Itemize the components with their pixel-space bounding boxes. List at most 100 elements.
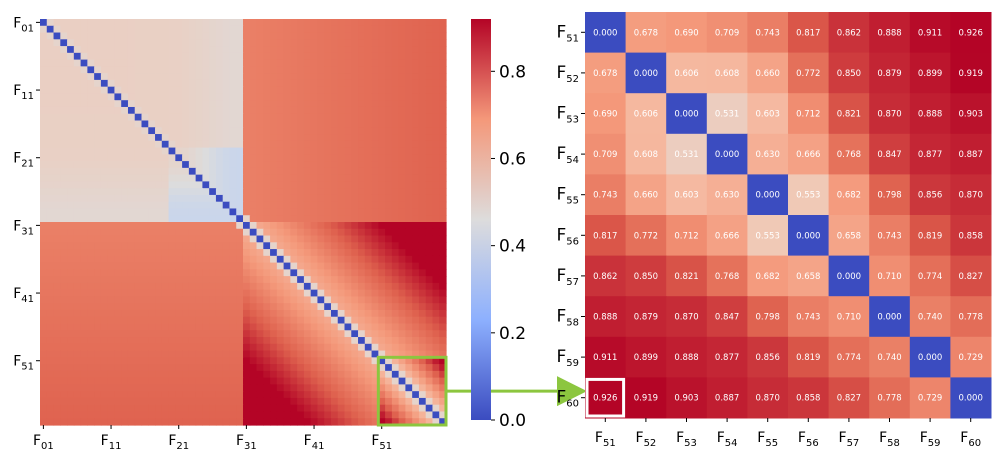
heatmap-cell bbox=[94, 201, 102, 210]
heatmap-cell bbox=[107, 296, 116, 304]
heatmap-cell bbox=[283, 397, 291, 406]
heatmap-cell bbox=[256, 167, 264, 176]
heatmap-cell bbox=[385, 161, 393, 169]
heatmap-cell bbox=[127, 222, 136, 230]
heatmap-cell bbox=[317, 127, 325, 135]
heatmap-cell bbox=[182, 167, 190, 176]
heatmap-cell bbox=[175, 323, 183, 331]
heatmap-cell bbox=[161, 208, 170, 216]
heatmap-cell bbox=[425, 86, 434, 95]
heatmap-cell bbox=[60, 52, 68, 61]
heatmap-cell bbox=[337, 46, 346, 54]
heatmap-cell bbox=[283, 316, 291, 325]
heatmap-cell bbox=[249, 59, 258, 67]
heatmap-cell bbox=[114, 337, 122, 345]
heatmap-cell bbox=[391, 323, 400, 331]
heatmap-cell bbox=[425, 357, 434, 365]
heatmap-cell bbox=[80, 269, 88, 277]
heatmap-cell bbox=[418, 404, 427, 413]
heatmap-cell bbox=[107, 174, 116, 182]
heatmap-cell bbox=[87, 309, 95, 318]
heatmap-cell bbox=[229, 120, 237, 128]
heatmap-cell bbox=[195, 228, 203, 237]
heatmap-cell bbox=[405, 235, 413, 243]
heatmap-cell bbox=[188, 364, 197, 372]
heatmap-cell bbox=[209, 262, 217, 270]
heatmap-cell bbox=[168, 323, 176, 331]
heatmap-cell bbox=[317, 147, 325, 155]
heatmap-cell bbox=[175, 52, 183, 61]
heatmap-cell bbox=[73, 316, 82, 325]
heatmap-cell bbox=[297, 25, 305, 34]
heatmap-cell bbox=[209, 25, 217, 34]
heatmap-cell bbox=[161, 249, 170, 257]
heatmap-cell bbox=[53, 330, 61, 338]
heatmap-cell bbox=[270, 147, 278, 155]
heatmap-cell bbox=[148, 93, 156, 101]
heatmap-cell bbox=[114, 343, 122, 352]
heatmap-cell bbox=[236, 161, 244, 169]
heatmap-cell bbox=[121, 25, 129, 34]
heatmap-cell bbox=[330, 215, 339, 223]
zoomed-y-tick-label: F56 bbox=[556, 225, 579, 247]
heatmap-cell bbox=[188, 32, 197, 40]
heatmap-cell bbox=[195, 364, 203, 372]
heatmap-cell bbox=[195, 86, 203, 95]
heatmap-cell bbox=[290, 418, 298, 426]
heatmap-cell bbox=[236, 364, 244, 372]
heatmap-cell bbox=[161, 73, 170, 81]
heatmap-cell bbox=[358, 120, 366, 128]
heatmap-cell bbox=[256, 242, 264, 250]
heatmap-cell bbox=[385, 79, 393, 88]
heatmap-cell bbox=[364, 194, 373, 203]
heatmap-cell bbox=[67, 120, 75, 128]
heatmap-cell bbox=[107, 303, 116, 311]
heatmap-cell bbox=[127, 357, 136, 365]
zoomed-cell bbox=[585, 12, 627, 54]
heatmap-cell bbox=[439, 215, 447, 223]
heatmap-cell bbox=[215, 73, 224, 81]
heatmap-cell bbox=[94, 316, 102, 325]
heatmap-cell bbox=[195, 174, 203, 182]
heatmap-cell bbox=[127, 154, 136, 162]
heatmap-cell bbox=[344, 222, 352, 230]
heatmap-cell bbox=[317, 276, 325, 284]
heatmap-cell bbox=[425, 161, 434, 169]
heatmap-cell bbox=[40, 269, 48, 277]
heatmap-cell bbox=[236, 289, 244, 298]
heatmap-cell bbox=[127, 289, 136, 298]
heatmap-cell bbox=[432, 25, 440, 34]
heatmap-cell bbox=[391, 181, 400, 189]
heatmap-cell bbox=[412, 242, 420, 250]
heatmap-cell bbox=[276, 194, 285, 203]
heatmap-cell bbox=[40, 52, 48, 61]
heatmap-cell bbox=[337, 106, 346, 115]
zoomed-cell bbox=[909, 52, 951, 94]
heatmap-cell bbox=[114, 19, 122, 27]
heatmap-cell bbox=[60, 330, 68, 338]
heatmap-cell bbox=[358, 296, 366, 304]
heatmap-cell bbox=[398, 201, 406, 210]
heatmap-cell bbox=[60, 181, 68, 189]
heatmap-cell bbox=[303, 127, 312, 135]
heatmap-cell bbox=[175, 262, 183, 270]
heatmap-cell bbox=[324, 323, 332, 331]
heatmap-cell bbox=[297, 377, 305, 385]
heatmap-cell bbox=[155, 79, 163, 88]
heatmap-cell bbox=[358, 350, 366, 358]
heatmap-cell bbox=[202, 181, 210, 189]
heatmap-cell bbox=[337, 276, 346, 284]
heatmap-cell bbox=[378, 19, 386, 27]
heatmap-cell bbox=[229, 350, 237, 358]
heatmap-cell bbox=[337, 357, 346, 365]
heatmap-cell bbox=[73, 282, 82, 291]
heatmap-cell bbox=[155, 106, 163, 115]
heatmap-cell bbox=[412, 201, 420, 210]
cell-value-label: 0.000 bbox=[715, 150, 739, 160]
heatmap-cell bbox=[439, 330, 447, 338]
heatmap-cell bbox=[398, 147, 406, 155]
heatmap-cell bbox=[337, 330, 346, 338]
heatmap-cell bbox=[222, 357, 231, 365]
heatmap-cell bbox=[391, 32, 400, 40]
heatmap-cell bbox=[270, 357, 278, 365]
